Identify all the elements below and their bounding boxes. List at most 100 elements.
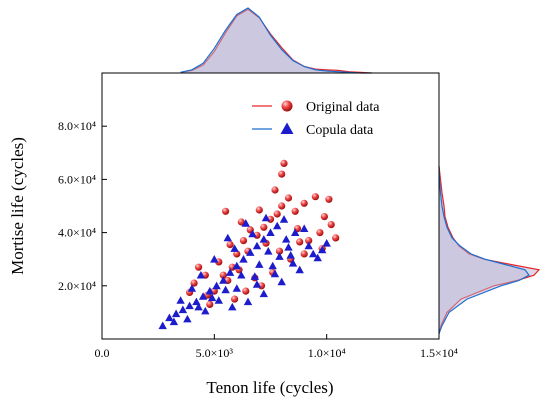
right-density-copula-fill <box>439 166 529 334</box>
copula-point <box>228 302 237 311</box>
y-tick-label: 6.0×10⁴ <box>58 172 96 186</box>
original-point <box>233 250 241 258</box>
legend-original-label: Original data <box>306 100 380 115</box>
original-point <box>296 238 304 246</box>
copula-point <box>237 271 246 279</box>
original-point <box>325 195 333 203</box>
x-axis-label: Tenon life (cycles) <box>206 378 333 397</box>
copula-point <box>266 228 275 236</box>
copula-point <box>304 241 313 250</box>
copula-point <box>196 271 206 279</box>
y-tick-label: 4.0×10⁴ <box>58 226 96 240</box>
copula-point <box>277 277 286 286</box>
copula-point <box>255 260 264 268</box>
copula-point <box>261 213 271 222</box>
original-point <box>300 250 308 258</box>
copula-point <box>264 247 273 255</box>
original-point <box>231 295 239 303</box>
original-point <box>275 247 284 255</box>
copula-point <box>214 296 223 304</box>
top-density-copula-line <box>180 7 372 74</box>
original-point <box>291 207 299 215</box>
copula-point <box>295 265 304 274</box>
original-point <box>260 223 268 231</box>
legend-original-marker <box>281 100 293 112</box>
original-point <box>284 194 293 202</box>
original-point <box>327 221 335 229</box>
legend: Original data Copula data <box>252 100 380 138</box>
copula-point <box>223 233 232 242</box>
original-point <box>278 202 286 210</box>
copula-point <box>201 306 210 315</box>
original-point <box>219 271 227 279</box>
y-tick-label: 2.0×10⁴ <box>58 279 96 293</box>
original-point <box>278 170 286 178</box>
original-point <box>271 186 279 194</box>
copula-point <box>248 229 257 238</box>
copula-point <box>185 301 194 310</box>
copula-point <box>241 219 250 227</box>
copula-point <box>219 276 228 284</box>
original-point <box>195 263 203 271</box>
copula-point <box>210 255 219 263</box>
copula-point <box>246 248 255 256</box>
original-point <box>237 218 245 226</box>
copula-point <box>275 252 284 260</box>
copula-point <box>279 215 289 223</box>
copula-point <box>322 239 331 247</box>
copula-point <box>318 245 327 254</box>
original-point <box>255 206 263 214</box>
copula-point <box>273 221 282 230</box>
copula-point <box>221 285 230 294</box>
copula-point <box>284 243 293 251</box>
copula-point <box>187 284 197 292</box>
copula-point <box>198 292 208 300</box>
y-axis-ticks: 2.0×10⁴ 4.0×10⁴ 6.0×10⁴ 8.0×10⁴ <box>58 119 107 293</box>
original-data-points <box>186 159 340 308</box>
x-tick-label: 1.5×10⁴ <box>420 346 458 360</box>
copula-point <box>232 284 241 292</box>
copula-point <box>286 251 295 259</box>
original-point <box>300 199 308 207</box>
copula-point <box>207 293 217 302</box>
original-point <box>273 210 281 218</box>
copula-point <box>232 261 241 270</box>
copula-point <box>169 317 179 326</box>
original-point <box>206 300 214 308</box>
copula-point <box>300 224 309 232</box>
copula-point <box>270 269 280 278</box>
original-point <box>320 213 328 221</box>
copula-point <box>192 297 201 306</box>
original-point <box>305 237 313 245</box>
top-marginal-density <box>180 7 372 74</box>
y-tick-label: 8.0×10⁴ <box>58 119 96 133</box>
copula-point <box>252 280 262 288</box>
copula-point <box>183 314 192 323</box>
copula-point <box>194 302 203 311</box>
copula-point <box>309 249 318 258</box>
original-point <box>332 234 340 242</box>
original-point <box>242 287 250 295</box>
copula-point <box>243 297 253 306</box>
top-density-original-line <box>180 8 372 74</box>
copula-point <box>230 244 239 252</box>
x-axis-ticks: 0.0 5.0×10³ 1.0×10⁴ 1.5×10⁴ <box>95 334 458 360</box>
x-tick-label: 0.0 <box>95 346 110 360</box>
original-point <box>316 229 324 237</box>
right-density-copula-line <box>438 166 530 334</box>
copula-point <box>176 296 185 304</box>
copula-point <box>291 228 300 236</box>
copula-point <box>239 255 248 263</box>
copula-point <box>178 305 188 314</box>
copula-point <box>259 235 268 243</box>
original-point <box>311 193 319 201</box>
copula-point <box>250 272 259 280</box>
original-point <box>239 237 248 245</box>
original-point <box>226 241 234 249</box>
top-density-copula-fill <box>180 8 372 73</box>
copula-point <box>212 281 221 290</box>
copula-point <box>225 268 235 276</box>
copula-point <box>268 261 277 270</box>
copula-point <box>259 289 268 298</box>
copula-point <box>313 253 322 262</box>
